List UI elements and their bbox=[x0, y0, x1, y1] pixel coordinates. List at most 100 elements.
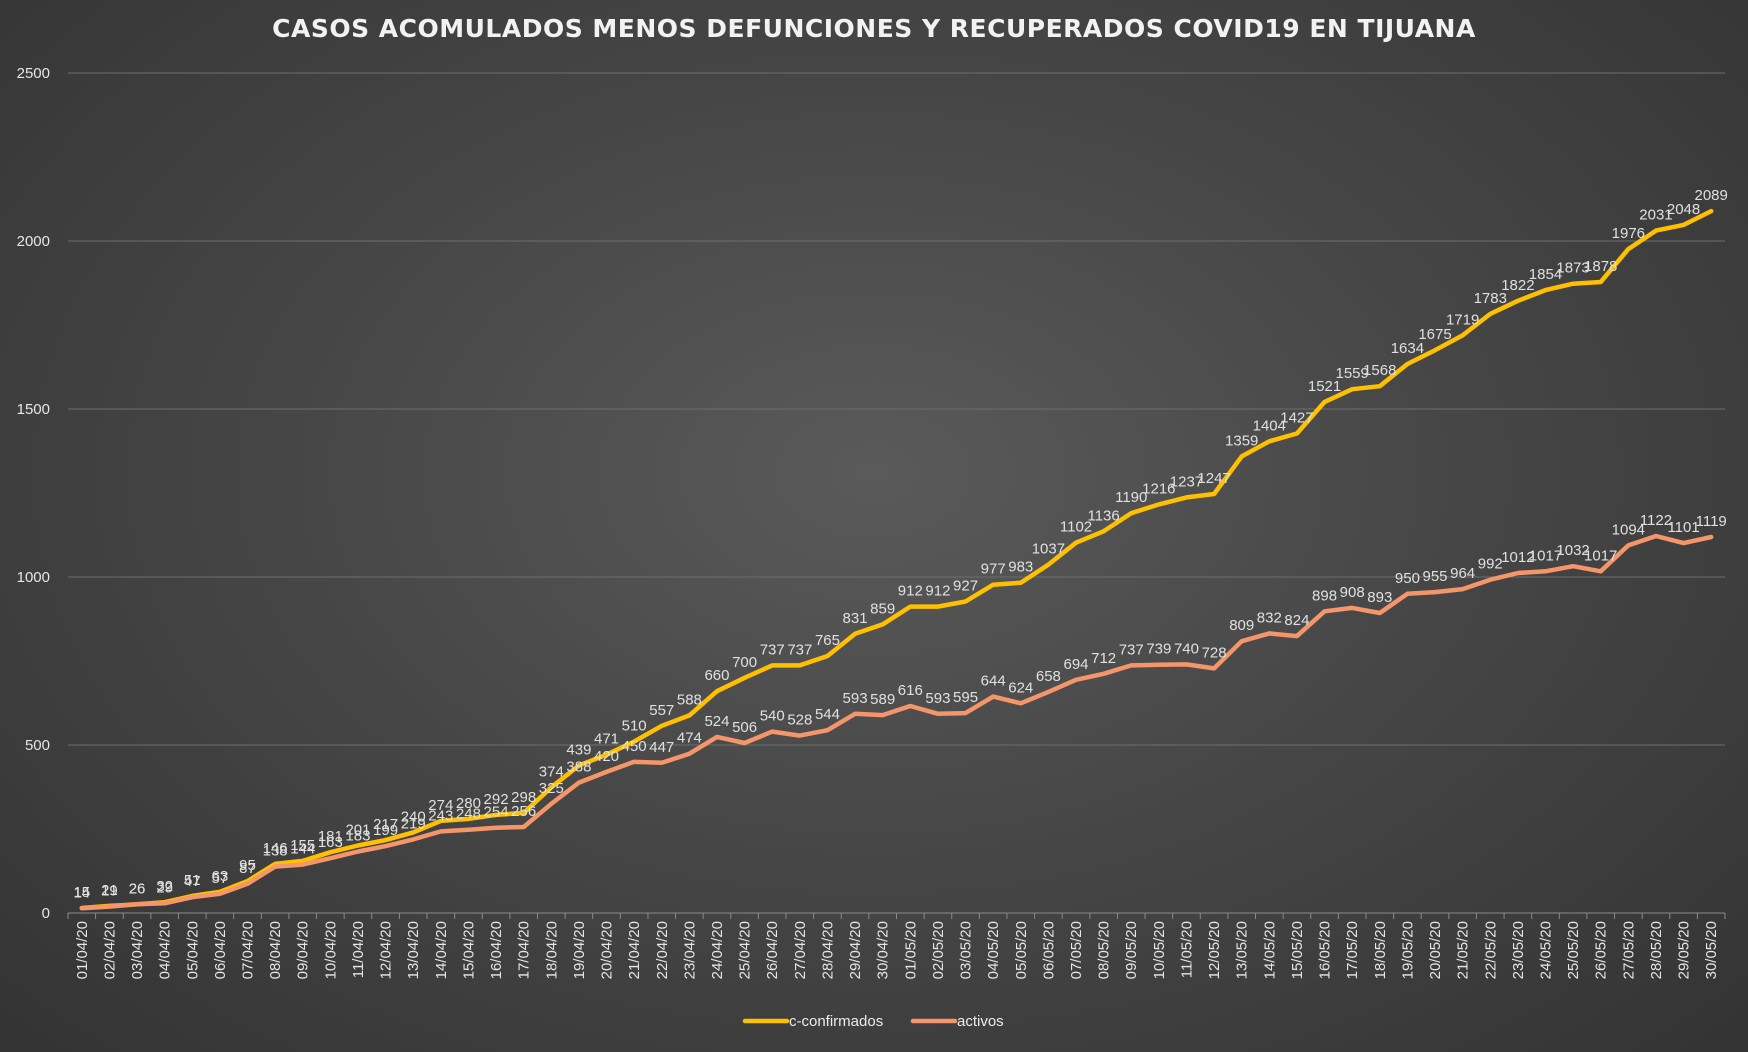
x-tick-label: 04/04/20 bbox=[157, 921, 174, 979]
data-label-c-confirmados: 1568 bbox=[1363, 362, 1396, 379]
data-label-activos: 144 bbox=[290, 841, 315, 858]
data-label-c-confirmados: 201 bbox=[345, 821, 370, 838]
x-tick-label: 07/04/20 bbox=[240, 921, 257, 979]
data-label-c-confirmados: 1634 bbox=[1391, 340, 1424, 357]
data-label-activos: 183 bbox=[345, 828, 370, 845]
data-label-c-confirmados: 298 bbox=[511, 789, 536, 806]
x-tick-label: 05/04/20 bbox=[184, 921, 201, 979]
x-tick-label: 10/04/20 bbox=[322, 921, 339, 979]
data-label-c-confirmados: 737 bbox=[787, 641, 812, 658]
data-label-activos: 447 bbox=[649, 739, 674, 756]
x-tick-label: 08/05/20 bbox=[1096, 921, 1113, 979]
data-label-c-confirmados: 181 bbox=[318, 828, 343, 845]
data-label-activos: 506 bbox=[732, 719, 757, 736]
data-label-c-confirmados: 510 bbox=[622, 718, 647, 735]
data-label-activos: 57 bbox=[212, 870, 229, 887]
data-label-c-confirmados: 146 bbox=[263, 840, 288, 857]
data-label-activos: 420 bbox=[594, 748, 619, 765]
data-label-c-confirmados: 1854 bbox=[1529, 266, 1562, 283]
x-tick-label: 14/04/20 bbox=[433, 921, 450, 979]
x-tick-label: 30/05/20 bbox=[1703, 921, 1720, 979]
x-tick-label: 06/05/20 bbox=[1040, 921, 1057, 979]
data-label-c-confirmados: 471 bbox=[594, 731, 619, 748]
y-tick-label: 1000 bbox=[17, 569, 50, 586]
data-label-c-confirmados: 1216 bbox=[1142, 480, 1175, 497]
data-label-activos: 595 bbox=[953, 689, 978, 706]
x-tick-label: 17/04/20 bbox=[516, 921, 533, 979]
data-label-activos: 1017 bbox=[1529, 547, 1562, 564]
data-label-activos: 524 bbox=[704, 713, 729, 730]
x-tick-label: 22/04/20 bbox=[654, 921, 671, 979]
data-label-activos: 243 bbox=[428, 807, 453, 824]
x-tick-label: 09/04/20 bbox=[295, 921, 312, 979]
x-tick-label: 20/05/20 bbox=[1427, 921, 1444, 979]
data-label-activos: 1012 bbox=[1501, 549, 1534, 566]
y-tick-label: 2000 bbox=[17, 233, 50, 250]
data-label-activos: 737 bbox=[1119, 641, 1144, 658]
x-tick-label: 03/04/20 bbox=[129, 921, 146, 979]
x-tick-label: 26/05/20 bbox=[1593, 921, 1610, 979]
data-label-c-confirmados: 2031 bbox=[1639, 207, 1672, 224]
x-tick-label: 23/05/20 bbox=[1510, 921, 1527, 979]
data-label-c-confirmados: 21 bbox=[101, 882, 118, 899]
data-label-c-confirmados: 280 bbox=[456, 795, 481, 812]
data-label-activos: 474 bbox=[677, 730, 702, 747]
x-tick-label: 16/04/20 bbox=[488, 921, 505, 979]
data-label-c-confirmados: 700 bbox=[732, 654, 757, 671]
data-label-c-confirmados: 439 bbox=[566, 741, 591, 758]
data-label-c-confirmados: 977 bbox=[981, 561, 1006, 578]
x-tick-label: 02/04/20 bbox=[101, 921, 118, 979]
data-label-activos: 248 bbox=[456, 806, 481, 823]
x-tick-label: 02/05/20 bbox=[930, 921, 947, 979]
y-tick-label: 2500 bbox=[17, 65, 50, 82]
data-label-activos: 824 bbox=[1284, 612, 1309, 629]
data-label-c-confirmados: 1675 bbox=[1418, 326, 1451, 343]
series-line-activos bbox=[79, 533, 1714, 911]
legend: c-confirmados activos bbox=[742, 1013, 1004, 1030]
data-label-activos: 325 bbox=[539, 780, 564, 797]
data-label-activos: 256 bbox=[511, 803, 536, 820]
data-label-activos: 219 bbox=[401, 815, 426, 832]
data-label-activos: 964 bbox=[1450, 565, 1475, 582]
data-label-activos: 950 bbox=[1395, 570, 1420, 587]
data-label-c-confirmados: 26 bbox=[129, 880, 146, 897]
data-label-c-confirmados: 1404 bbox=[1253, 417, 1286, 434]
data-label-activos: 992 bbox=[1478, 556, 1503, 573]
data-label-c-confirmados: 63 bbox=[212, 868, 229, 885]
data-label-activos: 1094 bbox=[1612, 521, 1645, 538]
data-label-activos: 644 bbox=[981, 673, 1006, 690]
x-tick-label: 24/04/20 bbox=[709, 921, 726, 979]
data-label-activos: 47 bbox=[184, 873, 201, 890]
data-label-activos: 908 bbox=[1340, 584, 1365, 601]
x-tick-label: 24/05/20 bbox=[1537, 921, 1554, 979]
x-tick-label: 27/04/20 bbox=[792, 921, 809, 979]
x-tick-label: 18/05/20 bbox=[1372, 921, 1389, 979]
data-label-c-confirmados: 588 bbox=[677, 691, 702, 708]
data-label-c-confirmados: 1783 bbox=[1474, 290, 1507, 307]
data-label-activos: 1032 bbox=[1556, 542, 1589, 559]
gridlines bbox=[68, 72, 1725, 914]
x-tick-label: 13/05/20 bbox=[1234, 921, 1251, 979]
data-label-c-confirmados: 1719 bbox=[1446, 311, 1479, 328]
x-tick-label: 11/04/20 bbox=[350, 921, 367, 978]
data-label-c-confirmados: 859 bbox=[870, 600, 895, 617]
data-label-activos: 624 bbox=[1008, 679, 1033, 696]
data-label-activos: 388 bbox=[566, 759, 591, 776]
x-tick-label: 08/04/20 bbox=[267, 921, 284, 979]
data-label-activos: 528 bbox=[787, 712, 812, 729]
data-label-activos: 728 bbox=[1202, 644, 1227, 661]
data-label-activos: 809 bbox=[1229, 617, 1254, 634]
data-label-c-confirmados: 1976 bbox=[1612, 225, 1645, 242]
data-label-activos: 593 bbox=[925, 690, 950, 707]
data-label-activos: 163 bbox=[318, 834, 343, 851]
data-label-activos: 450 bbox=[622, 738, 647, 755]
data-label-activos: 893 bbox=[1367, 589, 1392, 606]
series-line-c-confirmados bbox=[79, 208, 1714, 911]
x-tick-label: 25/05/20 bbox=[1565, 921, 1582, 979]
data-label-c-confirmados: 292 bbox=[484, 791, 509, 808]
data-label-c-confirmados: 912 bbox=[898, 583, 923, 600]
x-tick-label: 19/05/20 bbox=[1399, 921, 1416, 979]
y-axis: 0 500 1000 1500 2000 2500 bbox=[17, 65, 50, 922]
data-label-c-confirmados: 1359 bbox=[1225, 432, 1258, 449]
data-label-c-confirmados: 765 bbox=[815, 632, 840, 649]
